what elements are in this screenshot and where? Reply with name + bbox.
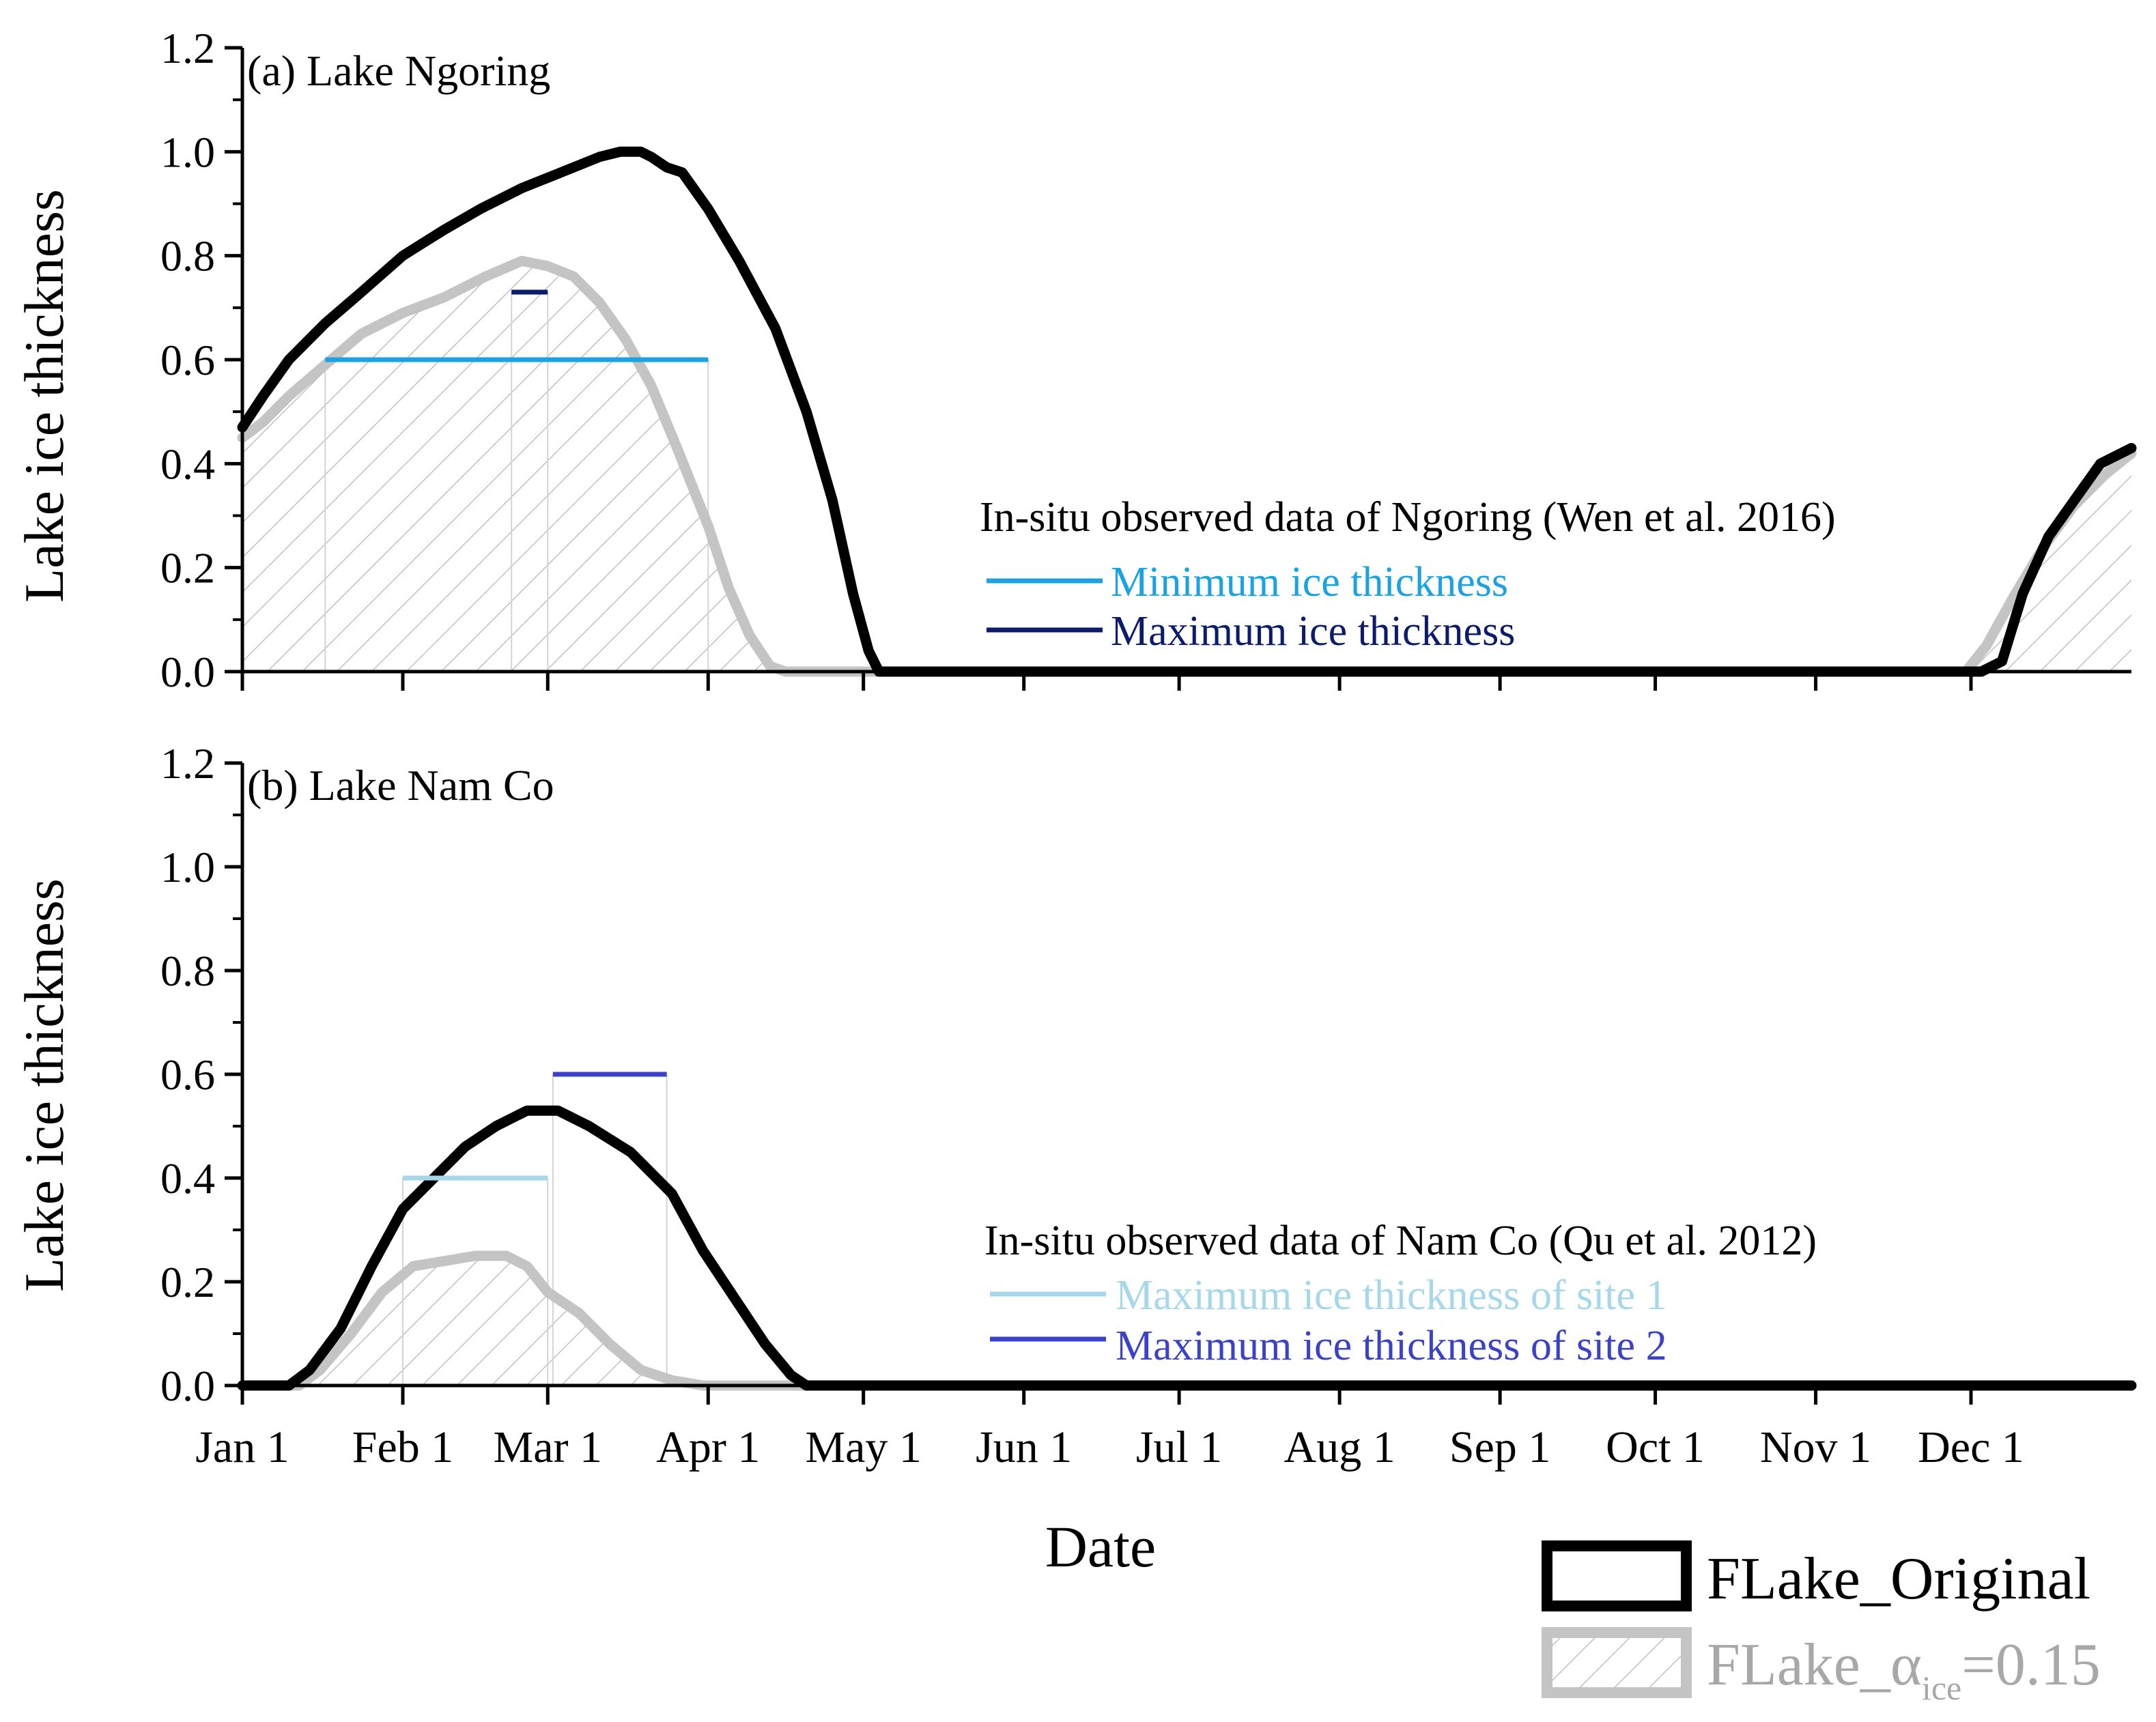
series-alpha-line [237,255,2137,677]
legend-label-max-ice-a: Maximum ice thickness [1111,608,1515,655]
observation-bars [403,1072,667,1181]
x-tick-label: Jan 1 [195,1422,289,1472]
x-tick-label: Mar 1 [494,1422,602,1472]
series-alpha-layer [237,255,2137,677]
series-original-line [237,146,2137,677]
y-tick-label: 0.4 [160,440,215,488]
y-tick-label: 0.6 [160,336,215,384]
observation-heading-a: In-situ observed data of Ngoring (Wen et… [980,494,1836,541]
x-tick-label: Nov 1 [1760,1422,1871,1472]
series-original-layer [237,146,2137,677]
observation-heading-b: In-situ observed data of Nam Co (Qu et a… [984,1218,1817,1264]
y-tick-label: 0.8 [160,947,215,995]
panel-a-lake-ngoring: 0.0 0.2 0.4 0.6 0.8 1.0 1.2 (a) Lake Ngoring L… [13,24,2137,696]
panel-b-lake-nam-co: 0.0 0.2 0.4 0.6 0.8 1.0 1.2 Jan 1 Feb 1 Mar 1 Apr … [13,739,2137,1472]
axes-b: 0.0 0.2 0.4 0.6 0.8 1.0 1.2 Jan 1 Feb 1 Mar 1 Apr … [160,739,2131,1472]
main-legend: FLake_Original FLake_αice=0.15 [1542,1540,2101,1707]
x-tick-label: Feb 1 [352,1422,454,1472]
axes-a: 0.0 0.2 0.4 0.6 0.8 1.0 1.2 [160,24,2131,696]
panel-title-b: (b) Lake Nam Co [247,761,554,809]
x-tick-label: Sep 1 [1449,1422,1551,1472]
legend-alpha-subscript: ice [1922,1669,1961,1707]
y-tick-label: 0.2 [160,1258,215,1306]
y-axis-label-b: Lake ice thickness [13,878,75,1292]
legend-alpha-suffix: =0.15 [1961,1632,2101,1698]
x-tick-label: Oct 1 [1606,1422,1705,1472]
series-original-layer [237,1105,2137,1391]
y-tick-label: 1.2 [160,24,215,72]
observation-bars [325,289,709,362]
y-tick-label: 0.8 [160,232,215,281]
series-alpha-hatched-area [242,1256,2131,1386]
y-tick-label: 0.6 [160,1050,215,1099]
legend-alpha-prefix: FLake_α [1707,1632,1922,1698]
panel-title-a: (a) Lake Ngoring [247,46,550,95]
legend-label-site2-b: Maximum ice thickness of site 2 [1116,1323,1667,1369]
x-tick-label: Jul 1 [1136,1422,1223,1472]
x-axis-label: Date [1045,1514,1156,1579]
series-original-line [237,1105,2137,1391]
hatched-area-layer [242,261,2131,672]
series-alpha-line [237,1250,2137,1391]
y-tick-label: 1.0 [160,843,215,891]
x-tick-label: May 1 [805,1422,921,1472]
legend-label-min-ice-a: Minimum ice thickness [1111,559,1508,605]
y-tick-label: 0.0 [160,648,215,696]
y-tick-label: 0.0 [160,1362,215,1410]
legend-label-site1-b: Maximum ice thickness of site 1 [1116,1272,1667,1319]
x-tick-label: Apr 1 [656,1422,760,1472]
y-tick-label: 0.2 [160,544,215,592]
legend-swatch-original [1542,1540,1692,1611]
x-tick-label: Dec 1 [1918,1422,2024,1472]
y-tick-label: 1.2 [160,739,215,788]
y-tick-label: 0.4 [160,1154,215,1203]
legend-swatch-alpha [1542,1627,1692,1698]
x-tick-label: Aug 1 [1284,1422,1395,1472]
legend-label-alpha: FLake_αice=0.15 [1707,1632,2101,1707]
legend-label-original: FLake_Original [1707,1546,2090,1612]
series-alpha-hatched-area [242,261,2131,672]
series-alpha-layer [237,1250,2137,1391]
y-axis-label-a: Lake ice thickness [13,189,75,603]
y-tick-label: 1.0 [160,128,215,176]
x-tick-label: Jun 1 [976,1422,1072,1472]
hatched-area-layer [242,1256,2131,1386]
